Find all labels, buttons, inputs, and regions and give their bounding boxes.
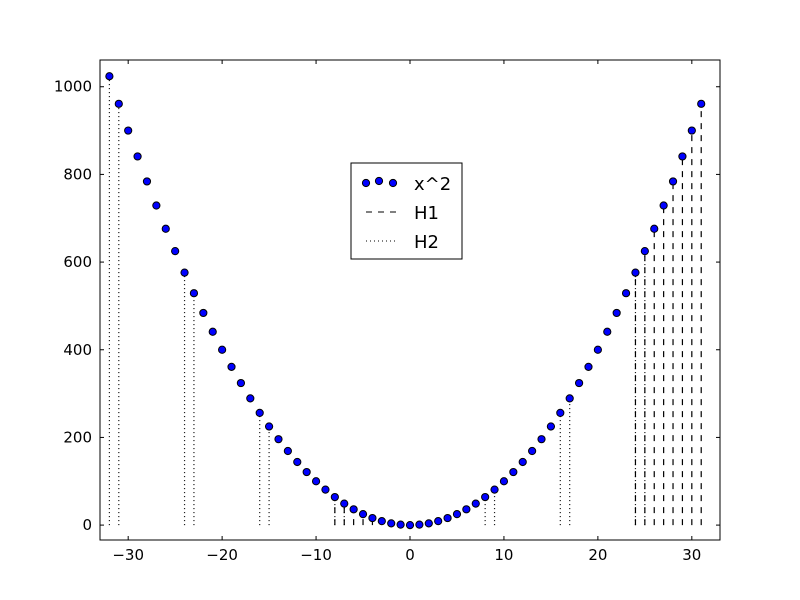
scatter-point (434, 517, 443, 526)
scatter-point (152, 201, 161, 210)
x-tick-label: −10 (300, 546, 332, 564)
scatter-point (481, 492, 490, 502)
scatter-point (621, 289, 631, 298)
scatter-point (124, 126, 133, 135)
scatter-point (631, 268, 640, 277)
x-tick-label: 10 (494, 546, 513, 564)
scatter-point (142, 177, 152, 186)
scatter-point (612, 308, 621, 318)
legend-marker-x2 (361, 176, 398, 188)
x-tick-label: 30 (682, 546, 701, 564)
scatter-point (518, 457, 527, 467)
y-tick-label: 0 (82, 516, 92, 534)
scatter-point (161, 224, 170, 233)
scatter-point (340, 499, 349, 508)
scatter-point (105, 72, 114, 81)
scatter-point (283, 446, 292, 456)
scatter-point (678, 152, 687, 161)
scatter-point (358, 510, 368, 519)
scatter-point (227, 362, 236, 371)
scatter-point (387, 519, 396, 528)
scatter-point (405, 520, 415, 530)
x-tick-label: 0 (405, 546, 415, 564)
scatter-point (443, 513, 452, 523)
scatter-point (415, 520, 424, 529)
scatter-point (659, 201, 668, 210)
scatter-point (697, 99, 706, 108)
scatter-point (330, 492, 339, 502)
legend-box (350, 162, 463, 260)
scatter-point (584, 362, 593, 371)
scatter-point (499, 477, 509, 486)
scatter-point (377, 517, 386, 526)
scatter-point (171, 247, 180, 256)
scatter-point (603, 327, 612, 336)
y-tick-label: 1000 (54, 78, 92, 96)
scatter-point (509, 467, 518, 477)
scatter-point (471, 499, 480, 508)
y-tick-label: 800 (63, 165, 92, 183)
scatter-point (368, 513, 377, 523)
scatter-point (396, 520, 405, 529)
ticks-layer: −30 −20 −10 0 10 20 30 0 200 400 600 800 1000 (54, 60, 720, 564)
legend-marker-point (361, 178, 371, 188)
legend-label-h2: H2 (414, 232, 439, 253)
scatter-point (114, 99, 123, 108)
scatter-point (528, 446, 537, 456)
scatter-point (255, 408, 264, 417)
scatter-point (302, 467, 311, 477)
scatter-point (349, 505, 358, 514)
scatter-point (574, 378, 584, 388)
vlines-layer (108, 76, 702, 526)
scatter-point (133, 152, 142, 161)
x-tick-label: 20 (588, 546, 607, 564)
scatter-point (293, 457, 302, 467)
legend-label-x2: x^2 (414, 174, 451, 195)
scatter-point (668, 177, 678, 186)
scatter-point (274, 435, 283, 444)
scatter-layer (105, 72, 706, 530)
scatter-point (199, 308, 208, 318)
y-tick-label: 200 (63, 428, 92, 446)
scatter-point (189, 289, 199, 298)
scatter-point (264, 422, 274, 431)
scatter-point (565, 394, 574, 403)
scatter-point (537, 435, 546, 444)
scatter-point (311, 477, 321, 486)
legend-marker-point (374, 176, 384, 186)
legend: x^2 H1 H2 (350, 162, 463, 260)
scatter-point (218, 345, 227, 354)
scatter-point (321, 485, 330, 494)
x-tick-label: −20 (206, 546, 238, 564)
legend-label-h1: H1 (414, 203, 439, 224)
legend-marker-point (388, 178, 398, 188)
scatter-point (452, 510, 462, 519)
scatter-point (246, 394, 255, 403)
scatter-point (424, 519, 433, 528)
scatter-point (180, 268, 189, 277)
scatter-point (650, 224, 659, 233)
scatter-point (687, 126, 696, 135)
scatter-point (490, 485, 499, 494)
scatter-point (556, 408, 565, 417)
scatter-point (462, 505, 471, 514)
x-tick-label: −30 (112, 546, 144, 564)
scatter-point (593, 345, 602, 354)
scatter-point (208, 327, 217, 336)
y-tick-label: 400 (63, 341, 92, 359)
scatter-point (236, 378, 246, 388)
scatter-point (546, 422, 556, 431)
y-tick-label: 600 (63, 253, 92, 271)
scatter-point (640, 247, 649, 256)
